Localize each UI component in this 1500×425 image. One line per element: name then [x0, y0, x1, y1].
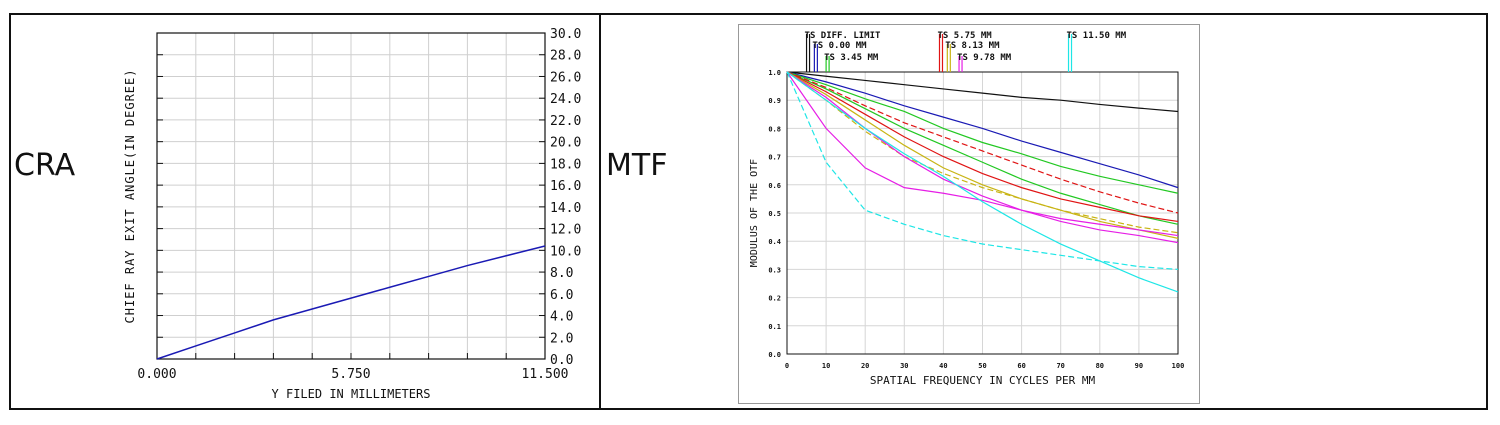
cra-y-tick-label: 18.0	[550, 157, 581, 172]
cra-y-tick-label: 2.0	[550, 331, 573, 346]
cra-y-tick-label: 22.0	[550, 114, 581, 129]
cra-x-tick-label: 11.500	[522, 367, 569, 382]
mtf-x-tick-label: 100	[1172, 362, 1185, 370]
cra-series-line	[156, 245, 546, 360]
mtf-x-tick-label: 40	[939, 362, 947, 370]
cra-y-tick-label: 16.0	[550, 179, 581, 194]
mtf-series-line	[786, 71, 1179, 244]
mtf-x-tick-label: 10	[822, 362, 830, 370]
cra-y-tick-label: 6.0	[550, 288, 573, 303]
cra-x-axis-label: Y FILED IN MILLIMETERS	[272, 387, 431, 401]
mtf-panel-label: MTF	[606, 148, 668, 183]
cra-y-tick-label: 28.0	[550, 49, 581, 64]
cra-y-tick-label: 10.0	[550, 244, 581, 259]
mtf-y-tick-label: 0.9	[768, 97, 781, 105]
mtf-y-tick-label: 0.3	[768, 266, 781, 274]
mtf-series-line	[786, 71, 1179, 223]
cra-y-tick-label: 14.0	[550, 201, 581, 216]
mtf-y-tick-label: 0.6	[768, 182, 781, 190]
mtf-x-tick-label: 90	[1135, 362, 1143, 370]
mtf-series-line	[786, 71, 1179, 194]
mtf-series-line	[786, 71, 1179, 270]
cra-y-tick-label: 30.0	[550, 27, 581, 42]
mtf-y-tick-label: 0.1	[768, 323, 781, 331]
cra-x-tick-label: 0.000	[137, 367, 176, 382]
mtf-series-line	[786, 71, 1179, 189]
figure-frame	[9, 13, 1488, 410]
cra-y-tick-label: 4.0	[550, 310, 573, 325]
cra-axes-box	[156, 32, 546, 360]
mtf-series-line	[786, 71, 1179, 237]
mtf-legend-label: TS 5.75 MM	[937, 31, 992, 41]
cra-y-axis-label: CHIEF RAY EXIT ANGLE(IN DEGREE)	[123, 69, 137, 324]
cra-y-tick-label: 24.0	[550, 92, 581, 107]
cra-x-tick-label: 5.750	[331, 367, 370, 382]
mtf-chart-frame	[738, 24, 1200, 404]
mtf-legend-label: TS 0.00 MM	[812, 41, 867, 51]
mtf-series-line	[786, 71, 1179, 234]
mtf-legend-label: TS DIFF. LIMIT	[805, 31, 881, 41]
mtf-legend-label: TS 9.78 MM	[957, 53, 1012, 63]
mtf-series-line	[786, 71, 1179, 293]
mtf-x-axis-label: SPATIAL FREQUENCY IN CYCLES PER MM	[870, 374, 1096, 387]
mtf-legend-label: TS 11.50 MM	[1067, 31, 1127, 41]
cra-y-tick-label: 26.0	[550, 70, 581, 85]
mtf-x-tick-label: 80	[1096, 362, 1104, 370]
mtf-x-tick-label: 0	[785, 362, 789, 370]
mtf-y-tick-label: 0.2	[768, 295, 781, 303]
cra-grid	[156, 32, 546, 360]
mtf-legend-label: TS 3.45 MM	[824, 53, 879, 63]
cra-plot-area	[156, 245, 546, 360]
cra-y-tick-label: 20.0	[550, 136, 581, 151]
mtf-series-line	[786, 71, 1179, 225]
mtf-y-tick-label: 1.0	[768, 69, 781, 77]
mtf-x-tick-label: 50	[978, 362, 986, 370]
cra-y-tick-label: 8.0	[550, 266, 573, 281]
cra-y-tick-label: 12.0	[550, 223, 581, 238]
mtf-y-tick-label: 0.5	[768, 210, 781, 218]
mtf-grid	[786, 71, 1179, 355]
mtf-legend-label: TS 8.13 MM	[945, 41, 1000, 51]
cra-chart: CHIEF RAY EXIT ANGLE(IN DEGREE) Y FILED …	[123, 27, 581, 401]
cra-y-tick-label: 0.0	[550, 353, 573, 368]
mtf-x-tick-label: 60	[1017, 362, 1025, 370]
mtf-plot-area	[786, 71, 1179, 293]
panel-divider	[599, 13, 601, 410]
mtf-series-line	[786, 71, 1179, 113]
mtf-series-line	[786, 71, 1179, 214]
mtf-y-tick-label: 0.0	[768, 351, 781, 359]
mtf-y-tick-label: 0.4	[768, 238, 781, 246]
mtf-x-tick-label: 30	[900, 362, 908, 370]
mtf-y-tick-label: 0.7	[768, 154, 781, 162]
mtf-y-axis-label: MODULUS OF THE OTF	[749, 159, 760, 267]
mtf-x-tick-label: 20	[861, 362, 869, 370]
mtf-series-line	[786, 71, 1179, 239]
mtf-x-tick-label: 70	[1056, 362, 1064, 370]
mtf-y-tick-label: 0.8	[768, 125, 781, 133]
cra-panel-label: CRA	[14, 148, 76, 183]
